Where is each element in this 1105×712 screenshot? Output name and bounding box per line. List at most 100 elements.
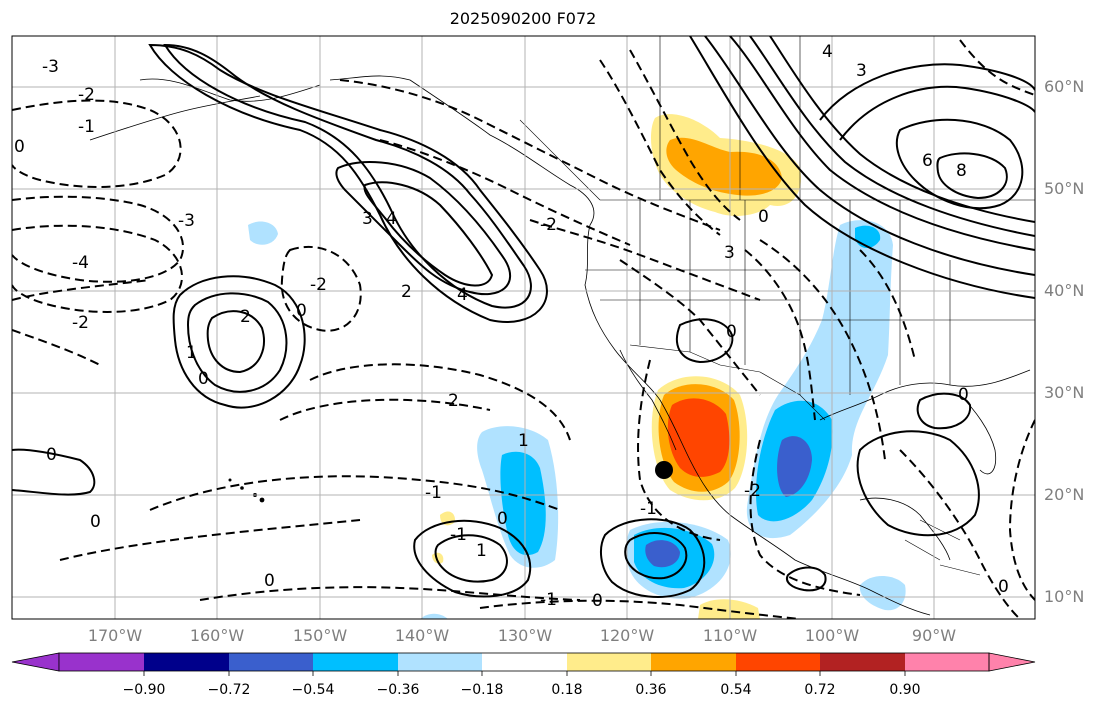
negative-anomaly-south-edge (420, 613, 448, 619)
dashed-contour-south-2 (479, 599, 801, 619)
canada-province-lines (519, 36, 801, 201)
colorbar-swatch (398, 653, 482, 671)
colorbar-swatch (820, 653, 905, 671)
contour-label: 0 (958, 385, 969, 405)
dashed-contour-canada-2 (629, 49, 741, 221)
contour-northeast-upper (819, 63, 1035, 121)
lon-label: 170°W (87, 626, 143, 645)
contour-label: -1 (640, 499, 657, 519)
colorbar-tick-label: 0.36 (635, 682, 667, 698)
contour-label: 3 (724, 243, 735, 263)
negative-anomaly-hawaii-north (248, 221, 278, 245)
colorbar-swatch (229, 653, 313, 671)
contour-label: 0 (998, 577, 1009, 597)
dashed-contour-east-2 (1008, 419, 1035, 601)
positive-anomaly-north-core (666, 137, 782, 196)
lon-label: 110°W (702, 626, 758, 645)
contour-subtropical-low-left (413, 519, 532, 598)
contour-label: -2 (72, 313, 89, 333)
contour-label: -1 (540, 590, 557, 610)
lon-label: 160°W (189, 626, 245, 645)
contour-label: 4 (822, 42, 833, 62)
colorbar-swatch (905, 653, 989, 671)
dashed-contour-far-west (12, 329, 101, 366)
contour-label: -2 (540, 215, 557, 235)
colorbar-tick-label: −0.90 (122, 682, 166, 698)
dashed-contour-mid-2 (309, 363, 571, 441)
colorbar-tick-label: 0.72 (804, 682, 836, 698)
colorbar-tick-label: −0.54 (291, 682, 335, 698)
contour-label: 1 (518, 431, 529, 451)
contour-central-pacific-high-3 (206, 310, 265, 374)
contour-north-canada-4 (704, 36, 1035, 276)
contour-label: 8 (956, 161, 967, 181)
contour-label: 0 (14, 137, 25, 157)
contour-label: 2 (401, 282, 412, 302)
yucatan-coast (859, 497, 951, 561)
lon-label: 150°W (292, 626, 348, 645)
dashed-contour-us-1 (619, 259, 761, 396)
colorbar-tick-label: 0.90 (889, 682, 921, 698)
lon-label: 130°W (497, 626, 553, 645)
contour-label: -2 (744, 481, 761, 501)
lat-label: 10°N (1044, 587, 1085, 606)
contour-northeast-high-1 (895, 118, 1024, 210)
gulf-of-mexico-coast (819, 369, 1031, 421)
contour-label: 4 (386, 209, 397, 229)
contour-us-high-ring (675, 318, 734, 364)
contour-subtropical-low-right (599, 518, 706, 598)
negative-anomaly-southwest-deep (645, 540, 680, 568)
contour-ne-pacific-ridge-1 (148, 43, 548, 323)
aleutian-arc (89, 95, 261, 141)
dashed-contour-west-2 (12, 195, 185, 283)
contour-label: 2 (448, 391, 459, 411)
contour-label: 0 (592, 591, 603, 611)
colorbar-swatch (482, 653, 567, 671)
dashed-contour-pacific-nw-3 (529, 219, 761, 301)
contour-label: 0 (198, 369, 209, 389)
contour-label: -1 (425, 483, 442, 503)
state-lines-2 (585, 200, 1035, 395)
colorbar-tick-label: 0.18 (551, 682, 583, 698)
contour-label: 0 (497, 509, 508, 529)
dashed-contour-us-3 (759, 239, 886, 461)
lat-label: 50°N (1044, 179, 1085, 198)
colorbar-swatch (736, 653, 820, 671)
contour-label: 2 (240, 307, 251, 327)
contour-label: -2 (78, 85, 95, 105)
dashed-contour-west-3 (12, 224, 183, 313)
contour-subtropical-low-right-inner (624, 532, 688, 580)
location-marker (655, 461, 673, 479)
contour-label: 3 (856, 61, 867, 81)
contour-label: 1 (186, 343, 197, 363)
contour-label: -3 (178, 211, 195, 231)
dashed-contour-west-1 (12, 99, 182, 188)
contour-label: 0 (90, 512, 101, 532)
contour-ne-pacific-ridge-2 (163, 43, 532, 309)
colorbar-tick-label: −0.36 (376, 682, 420, 698)
negative-anomaly-gulf (859, 575, 906, 611)
dashed-contour-west-4 (12, 279, 151, 301)
contour-central-pacific-high-2 (186, 292, 288, 393)
baja-peninsula (619, 349, 677, 451)
lat-label: 40°N (1044, 281, 1085, 300)
dashed-contour-canada-3 (959, 39, 1035, 96)
negative-contours (12, 39, 1035, 619)
colorbar-swatch (313, 653, 398, 671)
colorbar-swatch (651, 653, 736, 671)
positive-anomaly-mexico-core (667, 398, 730, 477)
dashed-contour-mid-4 (149, 475, 561, 511)
dashed-contour-mid-5 (59, 519, 361, 561)
colorbar-tick-label: −0.18 (460, 682, 504, 698)
contour-label: 4 (457, 285, 468, 305)
contour-subtropical-low-left-inner (434, 534, 508, 583)
dashed-contour-pacific-nw-2 (379, 139, 631, 246)
colorbar-extend-high (988, 652, 1036, 672)
contour-label: 0 (726, 322, 737, 342)
negative-anomaly-plume-deep (777, 436, 812, 497)
map-title: 2025090200 F072 (449, 9, 597, 28)
contour-label: -4 (72, 253, 89, 273)
lon-label: 100°W (804, 626, 860, 645)
lon-label: 90°W (911, 626, 957, 645)
